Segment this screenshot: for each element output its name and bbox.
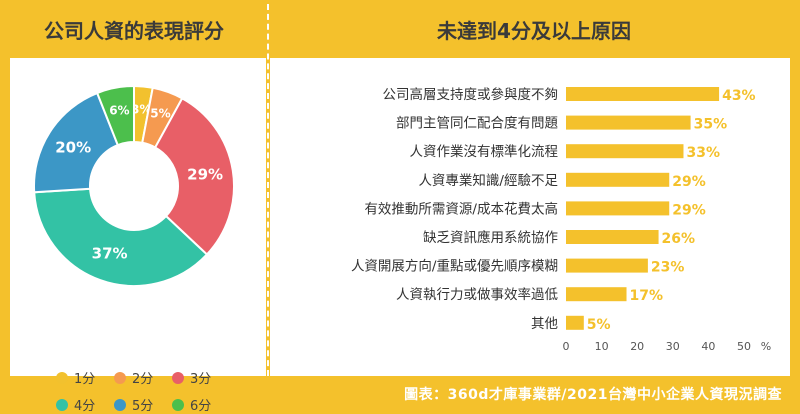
pie-panel: 3% 5% 29% 37% 20% 6% 1分 2分 3分 4分 5分 6分 — [10, 58, 266, 414]
legend-item-3: 3分 — [172, 368, 230, 387]
bar-category-label-9: 其他 — [531, 316, 558, 332]
legend-label: 6分 — [190, 399, 212, 414]
bar-value-label-6: 26% — [662, 231, 696, 247]
legend-label: 5分 — [132, 399, 154, 414]
bar-5 — [566, 201, 670, 216]
legend-item-1: 1分 — [56, 368, 114, 387]
bar-value-label-8: 17% — [630, 288, 664, 304]
source-caption: 圖表：360d才庫事業群/2021台灣中小企業人資現況調查 — [404, 386, 782, 403]
bar-9 — [566, 315, 584, 330]
bar-2 — [566, 115, 691, 130]
legend-item-2: 2分 — [114, 368, 172, 387]
donut-slice-6 — [95, 84, 135, 147]
bar-value-label-4: 29% — [672, 174, 706, 190]
bar-category-label-1: 公司高層支持度或參與度不夠 — [383, 86, 559, 103]
x-tick-label: 30 — [666, 340, 680, 353]
bar-value-label-9: 5% — [587, 317, 611, 333]
bar-value-label-2: 35% — [694, 117, 728, 133]
x-tick-label: 0 — [563, 340, 570, 353]
donut-slice-3 — [153, 97, 235, 256]
bar-7 — [566, 258, 648, 273]
pie-legend: 1分 2分 3分 4分 5分 6分 — [56, 368, 256, 414]
pie-chart-title: 公司人資的表現評分 — [44, 18, 224, 43]
legend-label: 4分 — [74, 399, 96, 414]
legend-swatch — [56, 398, 68, 411]
legend-swatch — [172, 371, 184, 384]
x-tick-label: 50 — [737, 340, 751, 353]
legend-swatch — [56, 371, 68, 384]
bar-chart: 公司高層支持度或參與度不夠 43% 部門主管同仁配合度有問題 35% 人資作業沒有標準化… — [351, 86, 771, 353]
donut-slice-label-4: 37% — [92, 245, 128, 263]
bar-1 — [566, 87, 720, 101]
x-tick-label: 10 — [595, 340, 609, 353]
bar-category-label-3: 人資作業沒有標準化流程 — [410, 143, 559, 160]
bar-6 — [566, 230, 659, 244]
legend-label: 1分 — [74, 372, 96, 387]
bar-chart-title: 未達到4分及以上原因 — [437, 18, 631, 43]
donut-slice-label-5: 20% — [55, 138, 91, 156]
donut-slice-label-1: 3% — [131, 102, 151, 116]
donut-slice-label-6: 6% — [109, 103, 129, 117]
legend-swatch — [114, 371, 126, 384]
legend-swatch — [114, 398, 126, 411]
legend-label: 2分 — [132, 372, 154, 387]
bar-8 — [566, 287, 627, 302]
legend-item-4: 4分 — [56, 395, 114, 414]
donut-slice-label-2: 5% — [150, 107, 170, 121]
bar-category-label-6: 缺乏資訊應用系統協作 — [423, 229, 558, 246]
legend-item-5: 5分 — [114, 395, 172, 414]
bar-4 — [566, 172, 670, 187]
x-tick-label: 40 — [701, 340, 715, 353]
legend-item-6: 6分 — [172, 395, 230, 414]
legend-label: 3分 — [190, 372, 212, 387]
bar-panel: 公司高層支持度或參與度不夠 43% 部門主管同仁配合度有問題 35% 人資作業沒有標準化… — [270, 58, 790, 376]
bar-category-label-2: 部門主管同仁配合度有問題 — [396, 116, 558, 132]
donut-chart: 3%5% 29% 37% 20% 6% — [33, 84, 235, 287]
bar-value-label-3: 33% — [686, 145, 720, 161]
bar-3 — [566, 144, 684, 159]
x-axis-unit: % — [761, 340, 771, 353]
bar-category-label-8: 人資執行力或做事效率過低 — [396, 286, 558, 303]
donut-slice-4 — [33, 187, 209, 287]
x-tick-label: 20 — [630, 340, 644, 353]
bar-value-label-5: 29% — [672, 202, 706, 218]
bar-category-label-5: 有效推動所需資源/成本花費太高 — [364, 200, 558, 217]
donut-slice-label-3: 29% — [187, 166, 223, 184]
panel-divider — [267, 4, 269, 376]
donut-slice-5 — [33, 91, 120, 194]
bar-category-label-4: 人資專業知識/經驗不足 — [418, 172, 558, 189]
bar-value-label-1: 43% — [722, 88, 756, 104]
bar-category-label-7: 人資開展方向/重點或優先順序模糊 — [351, 259, 558, 275]
legend-swatch — [172, 398, 184, 411]
bar-value-label-7: 23% — [651, 260, 685, 276]
